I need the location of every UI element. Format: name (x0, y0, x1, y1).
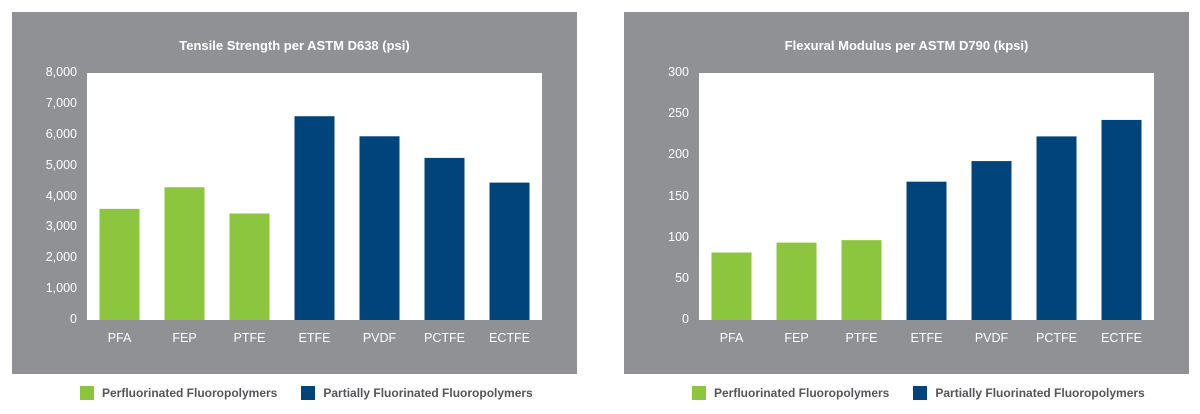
bars-svg (711, 119, 1142, 321)
y-tick-label: 0 (682, 312, 689, 326)
y-tick-label: 7,000 (45, 95, 77, 110)
y-tick-label: 8,000 (45, 65, 77, 79)
y-tick-label: 5,000 (45, 157, 77, 172)
bar-etfe (294, 116, 335, 320)
legend-item-perfluorinated: Perfluorinated Fluoropolymers (692, 386, 889, 400)
x-tick-label: ETFE (910, 331, 943, 345)
y-tick-label: 100 (668, 229, 689, 244)
chart-title: Tensile Strength per ASTM D638 (psi) (179, 38, 410, 53)
x-tick-label: ECTFE (1101, 331, 1142, 345)
bar-pfa (711, 252, 752, 320)
bar-fep (776, 242, 817, 320)
x-tick-label: PCTFE (424, 331, 465, 345)
legend-item-partially: Partially Fluorinated Fluoropolymers (301, 386, 533, 400)
legend-label: Partially Fluorinated Fluoropolymers (935, 386, 1145, 400)
x-tick-label: FEP (784, 331, 809, 345)
legend-swatch-partially (913, 386, 928, 400)
y-tick-label: 4,000 (45, 188, 77, 203)
y-tick-label: 150 (668, 188, 689, 203)
legend-item-perfluorinated: Perfluorinated Fluoropolymers (80, 386, 277, 400)
bar-pctfe (424, 157, 465, 320)
x-tick-label: FEP (172, 331, 197, 345)
bar-pvdf (971, 161, 1012, 320)
legend-item-partially: Partially Fluorinated Fluoropolymers (913, 386, 1145, 400)
bar-pvdf (359, 136, 400, 320)
x-tick-label: PFA (719, 331, 744, 345)
legend: Perfluorinated Fluoropolymers Partially … (80, 384, 557, 402)
legend-swatch-partially (301, 386, 316, 400)
flexural-modulus-chart: Flexural Modulus per ASTM D790 (kpsi) 0 5… (624, 12, 1189, 374)
bar-fep (164, 187, 205, 320)
y-tick-label: 200 (668, 147, 689, 162)
bar-ectfe (1101, 119, 1142, 321)
legend-swatch-perfluorinated (80, 386, 94, 400)
y-tick-label: 1,000 (45, 281, 77, 296)
legend-label: Partially Fluorinated Fluoropolymers (323, 386, 533, 400)
bar-ectfe (489, 182, 530, 320)
x-tick-label: PCTFE (1036, 331, 1077, 345)
bars-svg (99, 116, 530, 320)
bar-etfe (906, 181, 947, 320)
legend-swatch-perfluorinated (692, 386, 706, 400)
x-tick-label: PTFE (233, 331, 266, 345)
legend: Perfluorinated Fluoropolymers Partially … (692, 384, 1169, 402)
y-tick-label: 3,000 (45, 219, 77, 234)
bar-pfa (99, 208, 140, 320)
y-tick-label: 50 (675, 270, 689, 285)
x-tick-label: PVDF (362, 331, 397, 345)
y-tick-label: 300 (668, 65, 689, 79)
x-tick-label: ETFE (298, 331, 331, 345)
y-tick-label: 6,000 (45, 126, 77, 141)
bar-ptfe (229, 213, 270, 320)
bar-pctfe (1036, 136, 1077, 320)
chart-title: Flexural Modulus per ASTM D790 (kpsi) (784, 38, 1029, 53)
x-tick-label: ECTFE (489, 331, 530, 345)
y-tick-label: 2,000 (45, 250, 77, 265)
legend-label: Perfluorinated Fluoropolymers (102, 386, 278, 400)
x-tick-label: PVDF (974, 331, 1009, 345)
bar-ptfe (841, 240, 882, 320)
x-tick-label: PTFE (845, 331, 878, 345)
x-tick-label: PFA (107, 331, 132, 345)
legend-label: Perfluorinated Fluoropolymers (714, 386, 890, 400)
y-tick-label: 0 (70, 312, 77, 326)
tensile-strength-chart: Tensile Strength per ASTM D638 (psi) 0 1,… (12, 12, 577, 374)
y-tick-label: 250 (668, 106, 689, 121)
